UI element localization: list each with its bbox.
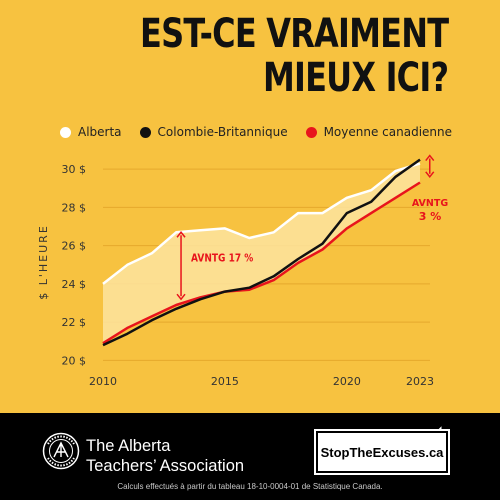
annotation-label-17: AVNTG 17 % — [191, 253, 253, 265]
legend-dot-alberta — [60, 126, 71, 138]
page-title: EST-CE VRAIMENT MIEUX ICI? — [139, 11, 449, 101]
series-line-alberta — [102, 162, 421, 285]
y-axis-label: $ L'HEURE — [37, 224, 50, 300]
annotation-label-3-line-2: 3 % — [419, 210, 442, 223]
annotation-label-3-line-1: AVNTG — [412, 198, 448, 209]
annotation-arrow-17-head-bottom — [176, 293, 186, 301]
annotation-arrow-3-head-bottom — [425, 171, 435, 178]
x-tick-label: 2015 — [211, 375, 239, 388]
ata-seal-logo — [42, 432, 80, 470]
y-tick-label: 28 $ — [62, 201, 87, 214]
legend-item-bc: Colombie-Britannique — [139, 125, 288, 139]
y-tick-label: 30 $ — [62, 163, 87, 176]
association-line-1: The Alberta — [86, 437, 171, 455]
series-line-canada — [102, 181, 421, 345]
y-tick-label: 24 $ — [62, 278, 87, 291]
association-line-2: Teachers’ Association — [86, 457, 245, 475]
y-tick-label: 26 $ — [62, 240, 87, 253]
x-tick-label: 2010 — [89, 375, 117, 388]
legend-dot-canada — [305, 126, 317, 138]
legend-label-alberta: Alberta — [78, 125, 122, 139]
x-tick-label: 2023 — [406, 375, 434, 388]
annotation-arrow-3-head-top — [425, 154, 435, 162]
y-tick-label: 20 $ — [62, 354, 87, 367]
annotation-arrow-17-head-top — [176, 231, 186, 238]
legend-dot-bc — [139, 126, 151, 138]
series-line-bc — [102, 158, 421, 347]
title-line-1: EST-CE VRAIMENT — [139, 11, 449, 57]
line-chart: 20 $ 22 $ 24 $ 26 $ 28 $ 30 $ $ L'HEURE 2010 201… — [37, 154, 448, 388]
title-line-2: MIEUX ICI? — [262, 55, 449, 101]
legend-label-canada: Moyenne canadienne — [323, 125, 453, 139]
legend-item-canada: Moyenne canadienne — [305, 125, 453, 139]
source-note: Calculs effectués à partir du tableau 18… — [117, 482, 383, 491]
chart-legend: Alberta Colombie-Britannique Moyenne can… — [60, 125, 452, 139]
association-name: The Alberta Teachers’ Association — [86, 436, 244, 476]
legend-label-bc: Colombie-Britannique — [157, 125, 288, 139]
legend-item-alberta: Alberta — [60, 125, 122, 139]
stop-the-excuses-link[interactable]: StopTheExcuses.ca — [316, 431, 448, 473]
x-tick-label: 2020 — [333, 375, 361, 388]
y-tick-label: 22 $ — [62, 316, 87, 329]
